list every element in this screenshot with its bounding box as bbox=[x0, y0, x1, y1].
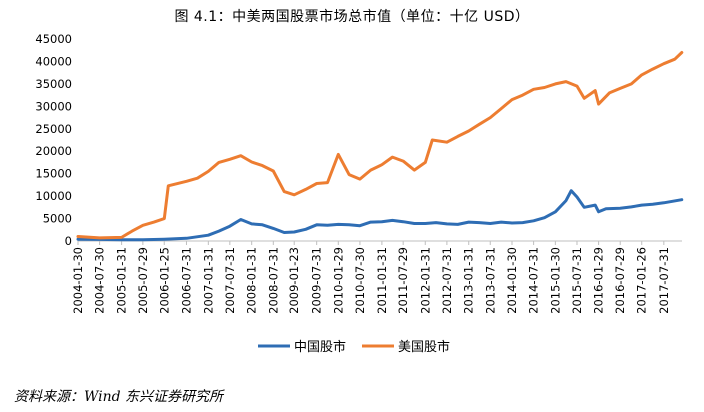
x-tick-label: 2005-01-31 bbox=[115, 247, 129, 314]
x-tick-label: 2006-01-25 bbox=[157, 247, 171, 314]
x-tick-label: 2008-01-31 bbox=[245, 247, 259, 314]
y-tick-label: 0 bbox=[65, 234, 72, 248]
x-tick-label: 2009-07-31 bbox=[310, 247, 324, 314]
x-tick-label: 2011-01-31 bbox=[375, 247, 389, 314]
x-tick-label: 2011-07-29 bbox=[396, 247, 410, 314]
x-tick-label: 2004-01-30 bbox=[71, 247, 85, 314]
x-tick-label: 2016-07-29 bbox=[613, 247, 627, 314]
x-tick-label: 2009-01-23 bbox=[287, 247, 301, 314]
x-tick-label: 2015-01-30 bbox=[548, 247, 562, 314]
x-axis: 2004-01-30 2004-07-30 2005-01-31 2005-07-29… bbox=[71, 240, 682, 314]
y-tick-label: 35000 bbox=[35, 77, 72, 91]
y-tick-label: 25000 bbox=[35, 122, 72, 136]
x-tick-label: 2016-01-29 bbox=[592, 247, 606, 314]
x-tick-label: 2013-01-31 bbox=[462, 247, 476, 314]
y-tick-label: 40000 bbox=[35, 54, 72, 68]
x-tick-label: 2013-07-31 bbox=[483, 247, 497, 314]
y-tick-label: 10000 bbox=[35, 189, 72, 203]
x-tick-label: 2007-01-31 bbox=[201, 247, 215, 314]
x-tick-label: 2012-01-31 bbox=[418, 247, 432, 314]
legend: 中国股市 美国股市 bbox=[258, 339, 450, 355]
x-tick-label: 2012-07-31 bbox=[440, 247, 454, 314]
y-tick-label: 45000 bbox=[35, 32, 72, 46]
x-tick-label: 2004-07-30 bbox=[93, 247, 107, 314]
y-tick-label: 5000 bbox=[43, 212, 72, 226]
series-layer bbox=[76, 51, 684, 242]
y-axis: 0 5000 10000 15000 20000 25000 30000 35000 40000… bbox=[35, 32, 72, 248]
x-tick-label: 2010-07-30 bbox=[353, 247, 367, 314]
legend-label: 中国股市 bbox=[294, 339, 346, 355]
x-tick-label: 2014-01-30 bbox=[505, 247, 519, 314]
x-tick-label: 2017-01-26 bbox=[635, 247, 649, 314]
x-tick-label: 2005-07-29 bbox=[136, 247, 150, 314]
x-tick-label: 2008-07-31 bbox=[266, 247, 280, 314]
x-tick-label: 2015-07-31 bbox=[570, 247, 584, 314]
x-tick-label: 2017-07-31 bbox=[657, 247, 671, 314]
y-tick-label: 20000 bbox=[35, 144, 72, 158]
legend-label: 美国股市 bbox=[398, 339, 450, 355]
x-tick-label: 2007-07-31 bbox=[223, 247, 237, 314]
y-tick-label: 15000 bbox=[35, 167, 72, 181]
x-tick-label: 2006-07-31 bbox=[179, 247, 193, 314]
x-tick-label: 2010-01-29 bbox=[331, 247, 345, 314]
series-line-us bbox=[76, 51, 684, 240]
x-tick-label: 2014-07-31 bbox=[527, 247, 541, 314]
series-line-china bbox=[76, 189, 684, 242]
source-note: 资料来源：Wind 东兴证券研究所 bbox=[14, 389, 224, 405]
chart-title: 图 4.1：中美两国股票市场总市值（单位：十亿 USD） bbox=[174, 9, 530, 25]
y-tick-label: 30000 bbox=[35, 99, 72, 113]
